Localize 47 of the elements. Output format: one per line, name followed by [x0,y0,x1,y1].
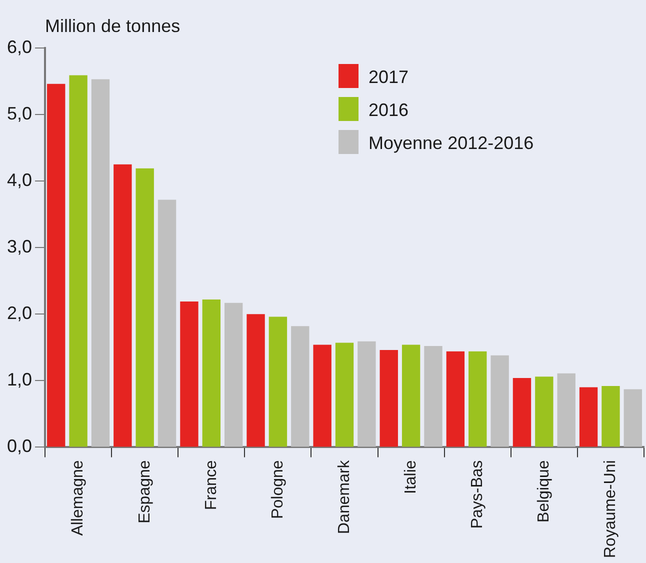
y-tick-label: 4,0 [6,170,32,190]
bar [224,302,243,447]
y-tick-label: 1,0 [6,370,32,390]
bar [158,200,176,447]
x-tick-label: Espagne [136,460,154,524]
bar [180,301,198,447]
bar [380,350,398,447]
y-tick-label: 6,0 [6,36,32,57]
x-tick-label: Pologne [269,460,286,519]
legend-label: Moyenne 2012-2016 [368,132,534,153]
bar [535,376,554,447]
x-tick-label: Allemagne [70,460,87,536]
bar [446,351,465,447]
bar [424,346,442,447]
bar [114,164,132,447]
bar [246,314,265,447]
bar [313,344,332,447]
x-tick-label: France [202,460,220,510]
bar [136,168,154,447]
x-tick-label: Pays-Bas [469,460,486,529]
bar [202,299,220,447]
bar [335,342,354,447]
x-tick-label: Italie [402,460,420,494]
legend-label: 2016 [368,100,409,120]
x-tick-label: Belgique [536,460,553,522]
y-tick-label: 2,0 [6,303,32,324]
bar [291,326,310,447]
y-tick-label: 3,0 [6,236,32,257]
y-tick-label: 0,0 [6,436,32,456]
bar [69,75,88,447]
y-tick-label: 5,0 [6,104,32,124]
bar [47,84,66,447]
bar [512,378,532,447]
bar [91,79,110,447]
legend-label: 2017 [368,66,409,87]
x-tick-label: Danemark [336,459,353,534]
bar [579,387,598,447]
bar [358,341,376,447]
bar [602,386,620,447]
x-tick-label: Royaume-Uni [602,460,620,558]
bar [624,389,642,447]
bar [557,373,576,447]
bar [268,316,288,447]
bar [490,355,509,447]
bar [402,344,420,447]
y-axis-title: Million de tonnes [45,16,180,36]
bar [468,351,487,447]
